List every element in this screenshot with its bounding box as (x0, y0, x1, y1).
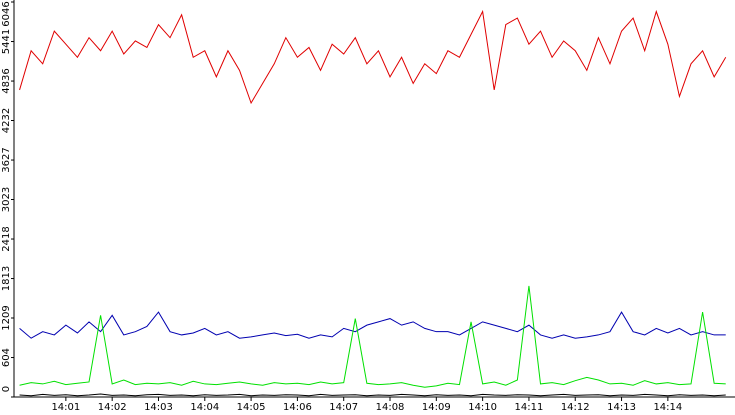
y-tick-label: 1209 (1, 305, 12, 330)
y-tick-label: 6046 (1, 1, 12, 26)
y-tick-label: 3627 (1, 147, 12, 172)
x-tick-label: 14:08 (376, 402, 405, 413)
x-tick-label: 14:12 (561, 402, 590, 413)
x-tick-label: 14:14 (653, 402, 682, 413)
x-tick-label: 14:02 (98, 402, 127, 413)
y-tick-label: 5441 (1, 29, 12, 54)
series-line (19, 311, 726, 339)
x-tick-label: 14:09 (422, 402, 451, 413)
y-tick-label: 3023 (1, 187, 12, 212)
y-tick-label: 604 (1, 348, 12, 367)
y-tick-label: 1813 (1, 266, 12, 291)
y-tick-label: 0 (1, 386, 12, 392)
y-tick-label: 2418 (1, 226, 12, 251)
x-tick-label: 14:03 (144, 402, 173, 413)
series-line (19, 285, 726, 388)
x-tick-label: 14:04 (190, 402, 219, 413)
x-tick-label: 14:05 (237, 402, 266, 413)
y-tick-label: 4836 (1, 68, 12, 93)
x-tick-label: 14:11 (515, 402, 544, 413)
y-tick-label: 4232 (1, 108, 12, 133)
x-tick-label: 14:06 (283, 402, 312, 413)
series-line (19, 393, 726, 397)
x-tick-label: 14:10 (468, 402, 497, 413)
x-tick-label: 14:01 (51, 402, 80, 413)
series-line (19, 9, 727, 105)
x-tick-label: 14:13 (607, 402, 636, 413)
x-tick-label: 14:07 (329, 402, 358, 413)
